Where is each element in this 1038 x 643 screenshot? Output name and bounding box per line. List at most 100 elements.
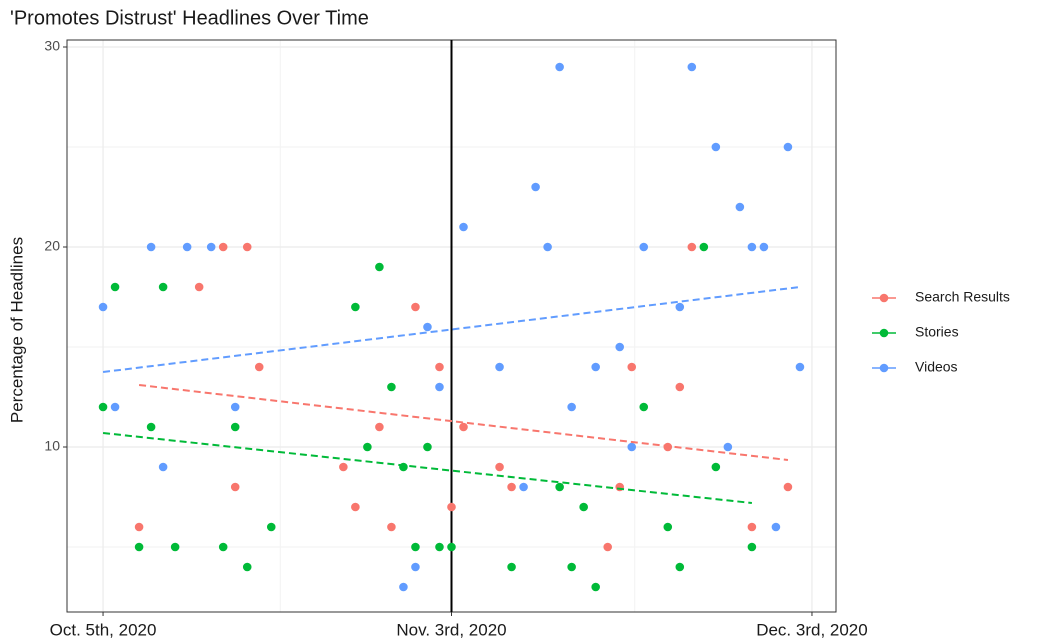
point [591,582,600,592]
point [675,302,685,312]
point [110,282,120,292]
point [411,302,420,312]
point [603,542,613,552]
trend-line [102,432,752,504]
point [747,522,757,532]
point [423,442,432,452]
point [639,242,649,252]
point [555,482,564,492]
point [254,362,264,372]
point [351,502,360,512]
point [146,422,156,432]
point [747,242,757,252]
point [411,542,420,552]
point [242,242,252,252]
point [711,142,721,152]
point [363,442,372,452]
point [747,542,757,552]
point [375,262,384,272]
point [447,502,456,512]
point [266,522,276,532]
point [627,442,637,452]
legend-key-point [879,363,889,373]
x-tick-label: Nov. 3rd, 2020 [396,620,506,639]
point [711,462,721,472]
point [435,362,444,372]
y-tick-label: 10 [44,438,60,454]
point [555,62,564,72]
point [98,302,108,312]
point [675,382,685,392]
point [495,462,504,472]
point [759,242,769,252]
point [627,362,637,372]
point [567,562,576,572]
point [387,382,396,392]
point [399,582,408,592]
point [194,282,204,292]
point [146,242,156,252]
x-tick-label: Dec. 3rd, 2020 [756,620,868,639]
point [158,282,168,292]
point [639,402,649,412]
point [447,542,456,552]
point [663,522,673,532]
point [230,422,240,432]
point [543,242,552,252]
point [230,482,240,492]
legend-label: Search Results [915,289,1010,305]
point [531,182,540,192]
point [567,402,576,412]
point [134,522,144,532]
point [495,362,504,372]
x-tick-label: Oct. 5th, 2020 [50,620,157,639]
point [615,342,625,352]
point [134,542,144,552]
trend-line [138,384,789,461]
point [687,242,697,252]
point [170,542,180,552]
point [687,62,697,72]
point [387,522,396,532]
y-axis-label: Percentage of Headlines [7,237,26,423]
legend-label: Videos [915,359,958,375]
point [110,402,120,412]
point [375,422,384,432]
point [579,502,588,512]
point [795,362,805,372]
point [423,322,432,332]
legend-label: Stories [915,324,959,340]
point [783,142,793,152]
point [435,382,444,392]
y-tick-label: 20 [44,238,60,254]
trend-line [102,286,801,373]
point [459,222,468,232]
point [723,442,733,452]
point [783,482,793,492]
point [98,402,108,412]
point [507,482,516,492]
point [242,562,252,572]
point [351,302,360,312]
point [459,422,468,432]
point [771,522,781,532]
point [591,362,600,372]
point [519,482,528,492]
point [230,402,240,412]
point [158,462,168,472]
point [735,202,745,212]
legend-key-point [879,328,889,338]
point [218,542,228,552]
point [206,242,216,252]
point [218,242,228,252]
point [182,242,192,252]
point [675,562,685,572]
point [399,462,408,472]
legend-key-point [879,293,889,303]
point [507,562,516,572]
chart-title: 'Promotes Distrust' Headlines Over Time [10,7,369,29]
point [411,562,420,572]
point [339,462,348,472]
point [435,542,444,552]
